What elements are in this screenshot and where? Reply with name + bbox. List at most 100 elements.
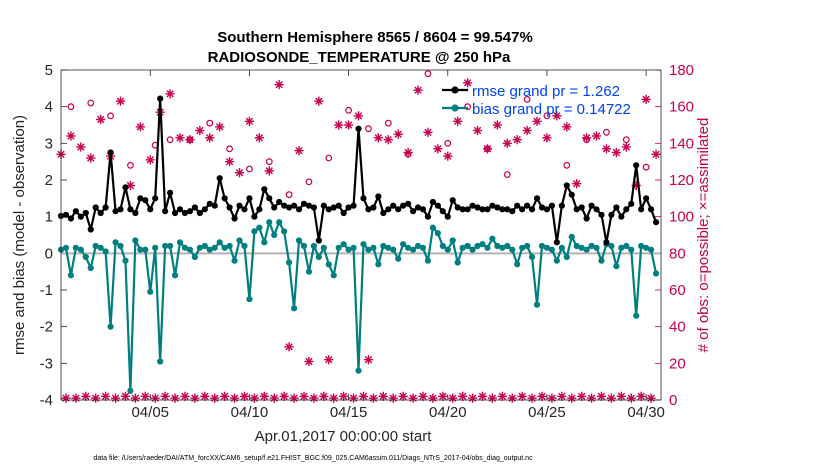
bias-series — [57, 219, 660, 394]
bias-point — [295, 237, 303, 244]
rmse-point — [201, 206, 208, 213]
bias-point — [112, 239, 119, 246]
obs-possible-point — [206, 119, 214, 127]
rmse-point — [127, 206, 134, 213]
obs-assimilated-point — [145, 155, 155, 165]
bias-point — [201, 242, 208, 250]
legend-rmse-label: rmse grand pr = 1.262 — [472, 83, 620, 100]
star-stroke — [538, 392, 546, 401]
obs-assimilated-point — [66, 131, 76, 141]
rmse-point — [132, 209, 139, 217]
star-stroke — [206, 134, 214, 142]
x-tick-label: 04/25 — [528, 404, 566, 421]
bias-point — [211, 244, 218, 251]
rmse-point — [385, 206, 392, 213]
obs-assimilated-point — [150, 393, 160, 403]
obs-possible-point — [603, 128, 610, 136]
obs-assimilated-point — [458, 391, 468, 401]
rmse-point — [325, 206, 332, 213]
rmse-point — [122, 184, 129, 191]
obs-possible-point — [642, 163, 650, 171]
rmse-point — [102, 204, 109, 211]
bias-point — [355, 367, 362, 374]
obs-assimilated-point — [527, 393, 537, 403]
rmse-point — [211, 202, 218, 209]
star-stroke — [622, 143, 631, 151]
obs-assimilated-point — [552, 111, 562, 121]
rmse-point — [414, 204, 422, 211]
rmse-point — [628, 200, 635, 207]
star-stroke — [493, 121, 502, 129]
rmse-point — [360, 195, 367, 202]
bias-point — [439, 242, 446, 250]
obs-possible-point — [345, 106, 353, 114]
x-tick-label: 04/10 — [231, 404, 269, 421]
bias-point — [330, 272, 337, 279]
obs-assimilated-point — [324, 355, 334, 365]
star-stroke — [116, 97, 125, 105]
rmse-point — [643, 195, 650, 202]
bias-point — [261, 239, 268, 246]
obs-possible-point — [484, 145, 491, 153]
bias-point — [87, 264, 94, 272]
bias-point — [196, 244, 203, 251]
star-stroke — [334, 121, 343, 129]
obs-assimilated-point — [532, 116, 542, 126]
rmse-point — [563, 182, 570, 189]
star-stroke — [458, 392, 467, 401]
y-right-tick-label: 140 — [669, 135, 694, 152]
obs-assimilated-point — [512, 135, 522, 145]
obs-assimilated-point — [348, 393, 359, 403]
obs-assimilated-point — [363, 355, 374, 365]
star-stroke — [121, 392, 130, 401]
bias-point — [618, 244, 625, 251]
rmse-point — [82, 209, 89, 217]
star-stroke — [453, 117, 462, 126]
obs-assimilated-point — [373, 133, 383, 143]
bias-point — [246, 296, 253, 303]
bias-point — [628, 246, 635, 253]
rmse-point — [608, 211, 615, 218]
rmse-point — [221, 195, 228, 202]
star-stroke — [141, 392, 150, 401]
star-stroke — [235, 168, 244, 177]
bias-point — [97, 244, 104, 251]
footer-data-file: data file: /Users/raeder/DAI/ATM_forcXX/… — [93, 455, 533, 462]
rmse-point — [469, 202, 476, 209]
obs-possible-point — [305, 178, 313, 186]
obs-assimilated-point — [358, 391, 369, 401]
obs-possible-point — [226, 145, 233, 153]
obs-assimilated-point — [61, 393, 71, 403]
obs-assimilated-point — [557, 391, 567, 401]
bias-point — [504, 242, 511, 250]
star-stroke — [339, 392, 348, 401]
obs-assimilated-point — [299, 391, 309, 401]
bias-point — [132, 237, 139, 244]
legend: rmse grand pr = 1.262 bias grand pr = 0.… — [442, 83, 631, 118]
x-tick-label: 04/15 — [330, 404, 368, 421]
obs-assimilated-point — [215, 122, 225, 132]
rmse-point — [112, 208, 119, 215]
rmse-point — [409, 208, 417, 215]
bias-point — [186, 246, 194, 253]
rmse-point — [162, 208, 169, 215]
axis-ticks: 04/05 04/10 04/15 04/20 04/25 04/30 -4 -3 -2 -1 0 1… — [40, 62, 694, 421]
star-stroke — [240, 392, 249, 401]
rmse-point — [72, 208, 79, 215]
bias-point — [370, 244, 377, 251]
obs-assimilated-point — [274, 80, 284, 90]
rmse-point — [647, 206, 655, 213]
bias-point — [375, 261, 382, 268]
rmse-point — [261, 186, 268, 193]
bias-point — [176, 239, 184, 246]
bias-point — [464, 242, 471, 250]
obs-assimilated-point — [190, 393, 200, 403]
obs-assimilated-point — [487, 393, 498, 403]
rmse-point — [533, 195, 541, 202]
x-tick-label: 04/05 — [131, 404, 169, 421]
y-right-tick-label: 20 — [669, 355, 686, 372]
rmse-point — [196, 209, 203, 217]
rmse-point — [166, 189, 174, 196]
obs-assimilated-point — [651, 149, 661, 159]
bias-point — [345, 246, 352, 253]
